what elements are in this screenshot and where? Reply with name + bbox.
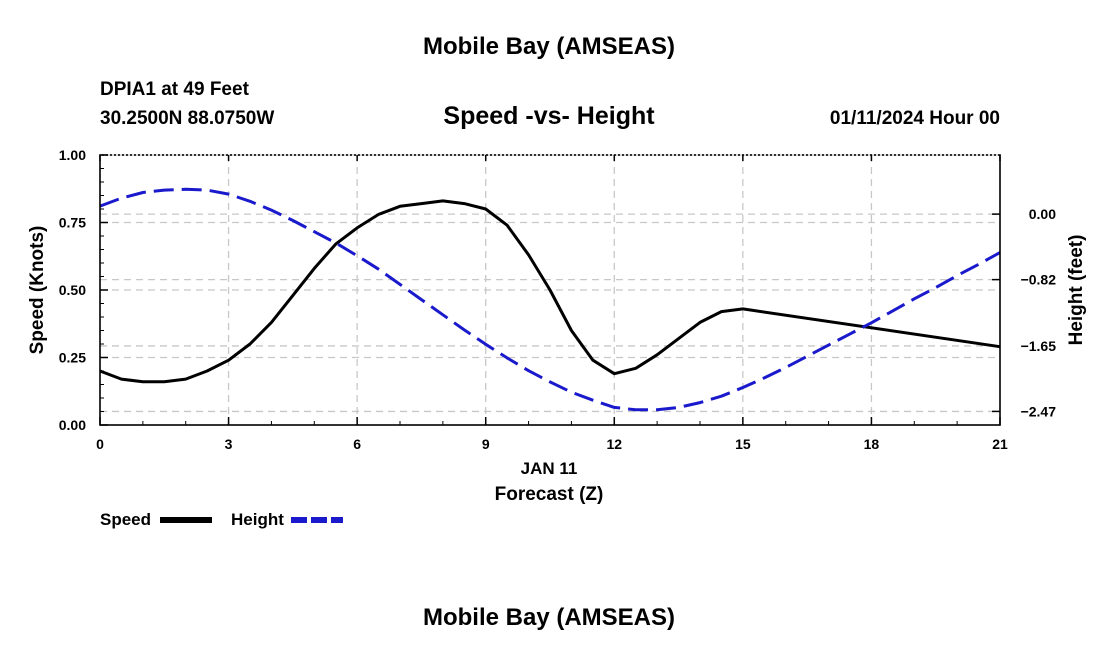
x-tick-label-5: 15 [735, 436, 751, 452]
legend: Speed Height [100, 510, 343, 529]
y-tick-label-0: 0.00 [59, 417, 86, 433]
series-line-speed [99, 199, 1001, 384]
y-tick-label-3: 0.75 [59, 215, 86, 231]
x-tick-label-7: 21 [992, 436, 1008, 452]
datetime-label: 01/11/2024 Hour 00 [830, 108, 1000, 129]
x-date-label: JAN 11 [521, 459, 578, 478]
axes: 0 3 6 9 12 15 18 21 0.00 0.25 0.50 0.75 1.00 0.00 −0.8… [59, 147, 1056, 452]
y-tick-label-1: 0.25 [59, 350, 86, 366]
x-axis-title: Forecast (Z) [495, 484, 604, 505]
x-tick-label-1: 3 [225, 436, 233, 452]
chart-subtitle: Speed -vs- Height [443, 102, 655, 130]
legend-speed-label: Speed [100, 510, 151, 529]
footer-title: Mobile Bay (AMSEAS) [423, 604, 675, 631]
location-label: 30.2500N 88.0750W [100, 108, 274, 129]
series-layer [99, 187, 1001, 412]
y2-tick-label-2: −1.65 [1021, 338, 1057, 354]
x-tick-label-2: 6 [353, 436, 361, 452]
y-axis-title: Speed (Knots) [27, 226, 48, 355]
y2-tick-label-0: 0.00 [1029, 206, 1056, 222]
y2-tick-label-3: −2.47 [1021, 403, 1057, 419]
x-tick-label-3: 9 [482, 436, 490, 452]
plot-area: 0 3 6 9 12 15 18 21 0.00 0.25 0.50 0.75 1.00 0.00 −0.8… [59, 147, 1056, 452]
series-line-height [99, 187, 1001, 412]
x-tick-label-4: 12 [606, 436, 622, 452]
y-tick-label-2: 0.50 [59, 282, 86, 298]
grid-lines [100, 155, 1000, 425]
y-tick-label-4: 1.00 [59, 147, 86, 163]
legend-height-label: Height [231, 510, 284, 529]
y2-axis-title: Height (feet) [1066, 235, 1087, 346]
chart-title: Mobile Bay (AMSEAS) [423, 33, 675, 60]
station-label: DPIA1 at 49 Feet [100, 79, 250, 100]
x-tick-label-6: 18 [864, 436, 880, 452]
y2-tick-label-1: −0.82 [1021, 272, 1057, 288]
x-tick-label-0: 0 [96, 436, 104, 452]
